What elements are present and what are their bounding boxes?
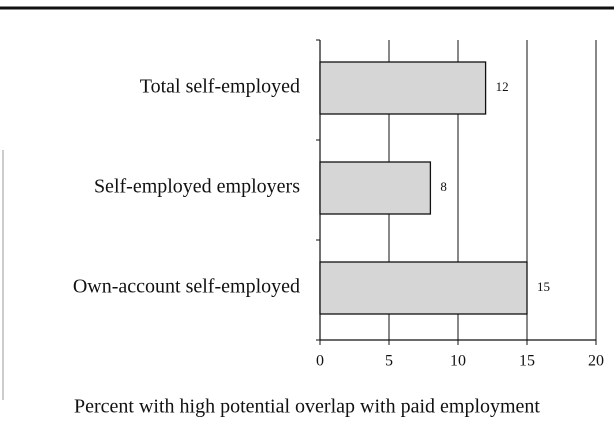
bar [319,261,528,315]
bar [319,61,487,115]
x-tick-label: 10 [450,353,466,370]
value-label: 15 [537,279,550,294]
value-label: 12 [496,79,509,94]
x-tick-label: 20 [588,353,604,370]
y-tick-label: Self-employed employers [94,176,300,198]
value-label: 8 [440,179,447,194]
x-axis-label: Percent with high potential overlap with… [74,396,540,418]
y-tick-label: Own-account self-employed [73,276,300,298]
x-tick-label: 5 [385,353,393,370]
x-tick-label: 0 [316,353,324,370]
y-tick-label: Total self-employed [140,76,300,98]
x-tick-label: 15 [519,353,535,370]
bar [319,161,432,215]
